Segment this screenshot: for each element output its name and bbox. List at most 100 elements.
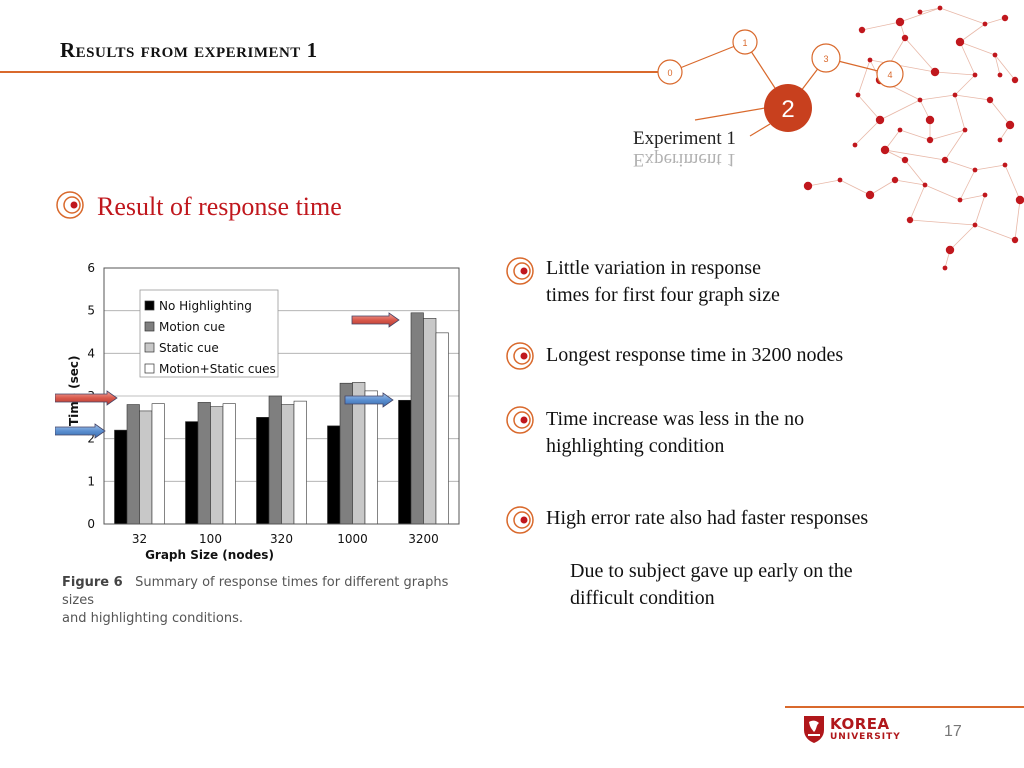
nav-node-3[interactable]: 3 <box>811 43 841 73</box>
network-dot <box>891 176 899 184</box>
network-dot <box>986 96 994 104</box>
bar <box>293 400 307 525</box>
legend-swatch <box>144 300 155 311</box>
bar <box>410 312 424 525</box>
bullet-line-1: High error rate also had faster response… <box>546 507 869 529</box>
network-link <box>944 159 976 171</box>
network-dot <box>858 26 866 34</box>
bullet-line-1: Time increase was less in the no <box>546 408 805 430</box>
bullet-item: Longest response time in 3200 nodes <box>546 342 843 369</box>
y-tick-label: 4 <box>87 346 95 360</box>
network-link <box>994 54 1001 76</box>
network-dot <box>1002 162 1008 168</box>
network-graphic: 0 1 3 4 2 <box>657 5 1024 271</box>
y-tick-label: 1 <box>87 474 95 488</box>
network-link <box>974 224 1016 241</box>
bullet-line-2: times for first four graph size <box>546 284 780 306</box>
network-dot <box>1005 120 1015 130</box>
bullet-line-1: Little variation in response <box>546 257 761 279</box>
network-dot <box>937 5 943 11</box>
network-link <box>879 99 921 121</box>
bullet-item: Little variation in response times for f… <box>546 255 780 309</box>
legend-label: Motion+Static cues <box>159 362 276 376</box>
y-tick-label: 2 <box>87 432 95 446</box>
x-axis-label: Graph Size (nodes) <box>145 548 274 562</box>
note-line-1: Due to subject gave up early on the <box>570 560 853 582</box>
figure-caption: Figure 6 Summary of response times for d… <box>62 574 482 628</box>
highlight-arrow-blue-icon <box>55 423 106 439</box>
network-dot <box>982 21 988 27</box>
bar <box>139 410 153 525</box>
legend-swatch <box>144 363 155 374</box>
network-dot <box>941 156 949 164</box>
legend-box <box>139 289 279 378</box>
network-dot <box>1011 76 1019 84</box>
network-dot <box>926 136 934 144</box>
network-link <box>944 129 966 161</box>
network-link <box>909 184 926 221</box>
bar <box>151 403 165 525</box>
svg-text:4: 4 <box>887 70 892 80</box>
nav-node-4[interactable]: 4 <box>876 60 904 88</box>
network-link <box>924 184 961 201</box>
caption-line-1: Summary of response times for different … <box>62 575 449 608</box>
network-dot <box>997 137 1003 143</box>
bullet-icon <box>506 506 534 534</box>
x-tick-label: 320 <box>270 532 293 546</box>
network-link <box>909 219 976 226</box>
stage-label-reflection: Experiment 1 <box>633 149 736 170</box>
network-link <box>904 37 936 73</box>
network-link <box>984 17 1006 25</box>
bullet-item: Time increase was less in the no highlig… <box>546 406 804 460</box>
stage-label: Experiment 1 <box>633 128 736 149</box>
heading-bullet-icon <box>56 191 84 219</box>
network-dot <box>837 177 843 183</box>
network-dot <box>875 115 885 125</box>
y-axis-label: Time (sec) <box>67 356 81 426</box>
nav-node-0[interactable]: 0 <box>657 59 683 85</box>
network-dot <box>917 9 923 15</box>
nav-node-current[interactable]: 2 <box>764 84 812 132</box>
network-dot <box>952 92 958 98</box>
bar <box>327 425 341 525</box>
svg-text:1: 1 <box>742 38 747 48</box>
network-link <box>959 194 986 201</box>
network-dot <box>955 37 965 47</box>
network-dot <box>901 34 909 42</box>
bar <box>435 332 449 525</box>
nav-node-1[interactable]: 1 <box>732 29 758 55</box>
bar <box>398 399 412 525</box>
network-link <box>884 149 946 161</box>
network-dot <box>897 127 903 133</box>
x-tick-label: 1000 <box>337 532 368 546</box>
network-dot <box>925 115 935 125</box>
network-link <box>1004 164 1021 201</box>
network-link <box>869 59 936 73</box>
bullet-icon <box>506 342 534 370</box>
network-link <box>904 159 926 186</box>
legend-label: Static cue <box>159 341 219 355</box>
network-link <box>807 179 841 187</box>
network-dot <box>957 197 963 203</box>
network-link <box>959 41 996 56</box>
logo-line-2: UNIVERSITY <box>830 732 901 742</box>
bar <box>197 402 211 525</box>
legend-label: No Highlighting <box>159 299 252 313</box>
response-time-chart: 01234563210032010003200 Time (sec) Graph… <box>55 261 460 562</box>
y-tick-label: 6 <box>87 261 95 275</box>
x-tick-label: 3200 <box>408 532 439 546</box>
network-link <box>919 7 941 13</box>
korea-university-crest-icon <box>804 716 824 743</box>
network-dot <box>972 167 978 173</box>
network-link <box>989 99 1011 126</box>
bullet-line-1: Longest response time in 3200 nodes <box>546 344 844 366</box>
network-dot <box>880 145 890 155</box>
bar <box>185 421 199 525</box>
network-link <box>954 94 966 131</box>
legend-swatch <box>144 321 155 332</box>
bullet-icon <box>506 406 534 434</box>
legend-swatch <box>144 342 155 353</box>
network-link <box>959 41 976 76</box>
x-tick-label: 100 <box>199 532 222 546</box>
network-dot <box>922 182 928 188</box>
